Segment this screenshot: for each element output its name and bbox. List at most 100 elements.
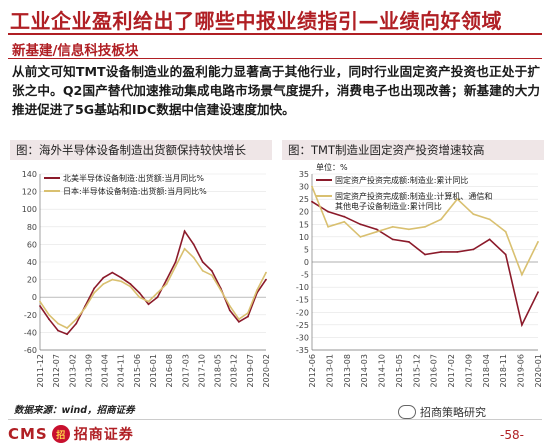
data-point (57, 329, 59, 332)
data-point (210, 269, 213, 272)
data-point (174, 265, 177, 268)
data-point (192, 243, 195, 246)
data-point (147, 300, 150, 303)
data-point (174, 261, 177, 263)
data-point (537, 241, 539, 243)
data-point (424, 253, 426, 256)
data-point (102, 276, 105, 279)
x-tick-label: 2012-06 (308, 354, 317, 387)
page-title: 工业企业盈利给出了哪些中报业绩指引—业绩向好领域 (10, 9, 502, 33)
data-point (247, 312, 249, 314)
data-point (228, 305, 231, 307)
x-tick-label: 2013-02 (68, 354, 77, 387)
data-point (156, 291, 159, 294)
data-point (111, 278, 114, 281)
data-source: 数据来源：wind，招商证券 (14, 405, 135, 416)
data-point (111, 271, 114, 274)
data-point (84, 306, 87, 309)
data-point (93, 287, 96, 290)
x-tick-label: 2013-09 (84, 354, 93, 387)
y-tick-label: -25 (296, 321, 309, 330)
y-tick-label: -40 (24, 328, 37, 337)
data-point (327, 210, 329, 213)
data-point (375, 230, 378, 233)
data-point (138, 296, 141, 299)
data-point (440, 218, 442, 221)
y-tick-label: 60 (27, 240, 37, 249)
logo-text-cn: 招商证券 (73, 427, 134, 443)
data-point (472, 213, 475, 216)
legend-label: 固定资产投资完成额:制造业:计算机、通信和其他电子设备制造业:累计同比 (335, 191, 492, 211)
x-tick-label: 2019-07 (246, 354, 255, 387)
data-point (537, 291, 539, 294)
data-point (183, 247, 186, 250)
data-point (201, 269, 204, 272)
y-tick-label: -20 (296, 308, 309, 317)
x-tick-label: 2016-01 (149, 354, 158, 387)
x-tick-label: 2013-01 (325, 354, 334, 387)
y-tick-label: 80 (27, 223, 37, 232)
data-point (391, 238, 394, 241)
x-tick-label: 2019-06 (517, 354, 526, 387)
legend-label: 日本:半导体设备制造:出货额:当月同比% (63, 186, 207, 196)
y-tick-label: 120 (22, 188, 37, 197)
data-point (256, 289, 258, 292)
footer-divider (8, 419, 542, 420)
data-point (488, 218, 491, 221)
data-point (391, 225, 394, 228)
y-tick-label: -60 (24, 346, 37, 355)
data-point (147, 303, 150, 306)
section-heading: 新基建/信息科技板块 (12, 43, 139, 59)
data-point (488, 238, 491, 241)
data-point (375, 228, 378, 231)
body-paragraph: 从前文可知TMT设备制造业的盈利能力显著高于其他行业，同时行业固定资产投资也正处… (12, 64, 540, 117)
y-tick-label: 15 (299, 220, 309, 229)
data-point (219, 289, 222, 292)
data-point (424, 225, 426, 228)
x-tick-label: 2014-11 (117, 354, 126, 387)
x-tick-label: 2014-03 (360, 354, 369, 387)
y-tick-label: -35 (296, 346, 309, 355)
logo-text-en: CMS (8, 425, 48, 443)
y-tick-label: -20 (24, 311, 37, 320)
logo-badge-icon: 招 (51, 425, 70, 443)
data-point (48, 313, 50, 316)
x-tick-label: 2017-03 (181, 354, 190, 387)
data-point (343, 215, 346, 218)
data-point (192, 256, 195, 259)
legend-label-line: 其他电子设备制造业:累计同比 (335, 201, 442, 211)
data-point (201, 261, 204, 263)
legend-label: 北美半导体设备制造:出货额:当月同比% (63, 173, 204, 183)
wechat-account: 招商策略研究 (398, 404, 486, 420)
y-tick-label: 0 (304, 258, 309, 267)
x-tick-label: 2020-02 (262, 354, 271, 387)
data-point (120, 280, 123, 283)
chart-panel-left: 图：海外半导体设备制造出货额保持较快增长 -60 -40 -20 0 20 40 60 80 1… (10, 140, 272, 402)
data-point (138, 291, 141, 294)
data-point (521, 273, 523, 276)
x-tick-label: 2014-10 (378, 354, 387, 387)
data-point (238, 320, 240, 323)
y-tick-label: 140 (22, 170, 37, 179)
data-point (228, 309, 231, 312)
data-point (440, 251, 442, 253)
x-tick-label: 2013-08 (343, 354, 352, 387)
data-point (93, 291, 96, 294)
data-point (456, 251, 459, 253)
data-point (327, 225, 329, 228)
y-tick-label: 40 (27, 258, 37, 267)
data-point (521, 324, 523, 326)
data-point (183, 230, 186, 233)
data-point (238, 318, 240, 321)
data-point (39, 300, 41, 303)
data-point (165, 283, 168, 285)
data-point (456, 198, 459, 200)
y-tick-label: 0 (32, 293, 37, 302)
wechat-label: 招商策略研究 (420, 406, 486, 419)
data-point (102, 283, 105, 285)
x-tick-label: 2011-12 (36, 354, 45, 387)
y-tick-label: -15 (296, 296, 309, 305)
x-tick-label: 2016-07 (430, 354, 439, 387)
data-point (48, 318, 50, 321)
data-point (311, 185, 313, 188)
